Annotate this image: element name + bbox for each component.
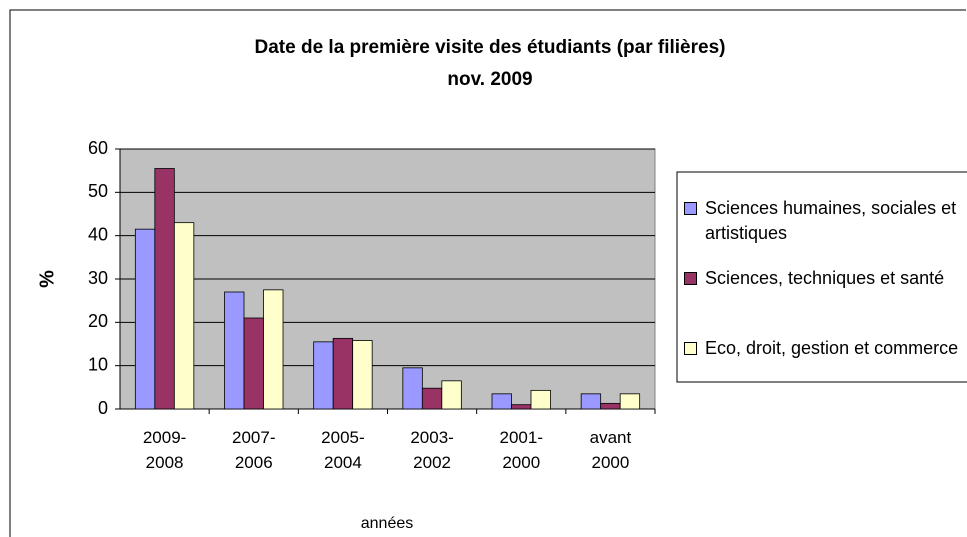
y-tick-label: 40 <box>88 224 108 244</box>
bar <box>224 291 245 410</box>
bar <box>491 393 512 410</box>
y-tick-label: 30 <box>88 268 108 288</box>
bar <box>352 340 373 410</box>
legend-label: Sciences, techniques et santé <box>705 268 945 288</box>
x-tick-label: 2007-2006 <box>232 428 276 472</box>
chart-title: Date de la première visite des étudiants… <box>255 37 726 58</box>
y-tick-label: 50 <box>88 181 108 201</box>
bar <box>313 341 334 410</box>
bar <box>441 380 462 410</box>
chart-subtitle: nov. 2009 <box>447 69 532 90</box>
x-tick-label: 2005-2004 <box>321 428 365 472</box>
legend-swatch <box>684 272 697 285</box>
bar <box>134 228 156 410</box>
legend-label: Sciences humaines, sociales et artistiqu… <box>705 198 957 243</box>
bar <box>580 393 602 410</box>
bar <box>402 367 423 410</box>
bar <box>173 222 195 410</box>
bar <box>511 404 532 410</box>
bar <box>243 317 264 410</box>
legend-box <box>676 171 967 383</box>
bar <box>263 289 284 410</box>
x-tick-label: 2001-2000 <box>499 428 543 472</box>
bar <box>600 402 621 410</box>
bar <box>154 168 175 410</box>
legend-swatch <box>684 342 697 355</box>
bar <box>530 389 551 410</box>
bar <box>332 337 354 410</box>
y-axis-label: % <box>36 270 58 288</box>
x-axis-label: années <box>361 515 414 532</box>
y-tick-label: 10 <box>88 354 108 374</box>
x-tick-label: 2003-2002 <box>410 428 454 472</box>
bar <box>619 393 641 410</box>
y-tick-label: 0 <box>98 398 108 418</box>
y-tick-label: 60 <box>88 138 108 158</box>
x-tick-label: 2009-2008 <box>142 428 187 472</box>
chart-border <box>9 9 966 537</box>
legend-label: Eco, droit, gestion et commerce <box>705 338 959 358</box>
bar <box>421 387 443 410</box>
legend-swatch <box>684 202 697 215</box>
y-tick-label: 20 <box>88 311 108 331</box>
x-tick-label: avant 2000 <box>589 428 632 472</box>
